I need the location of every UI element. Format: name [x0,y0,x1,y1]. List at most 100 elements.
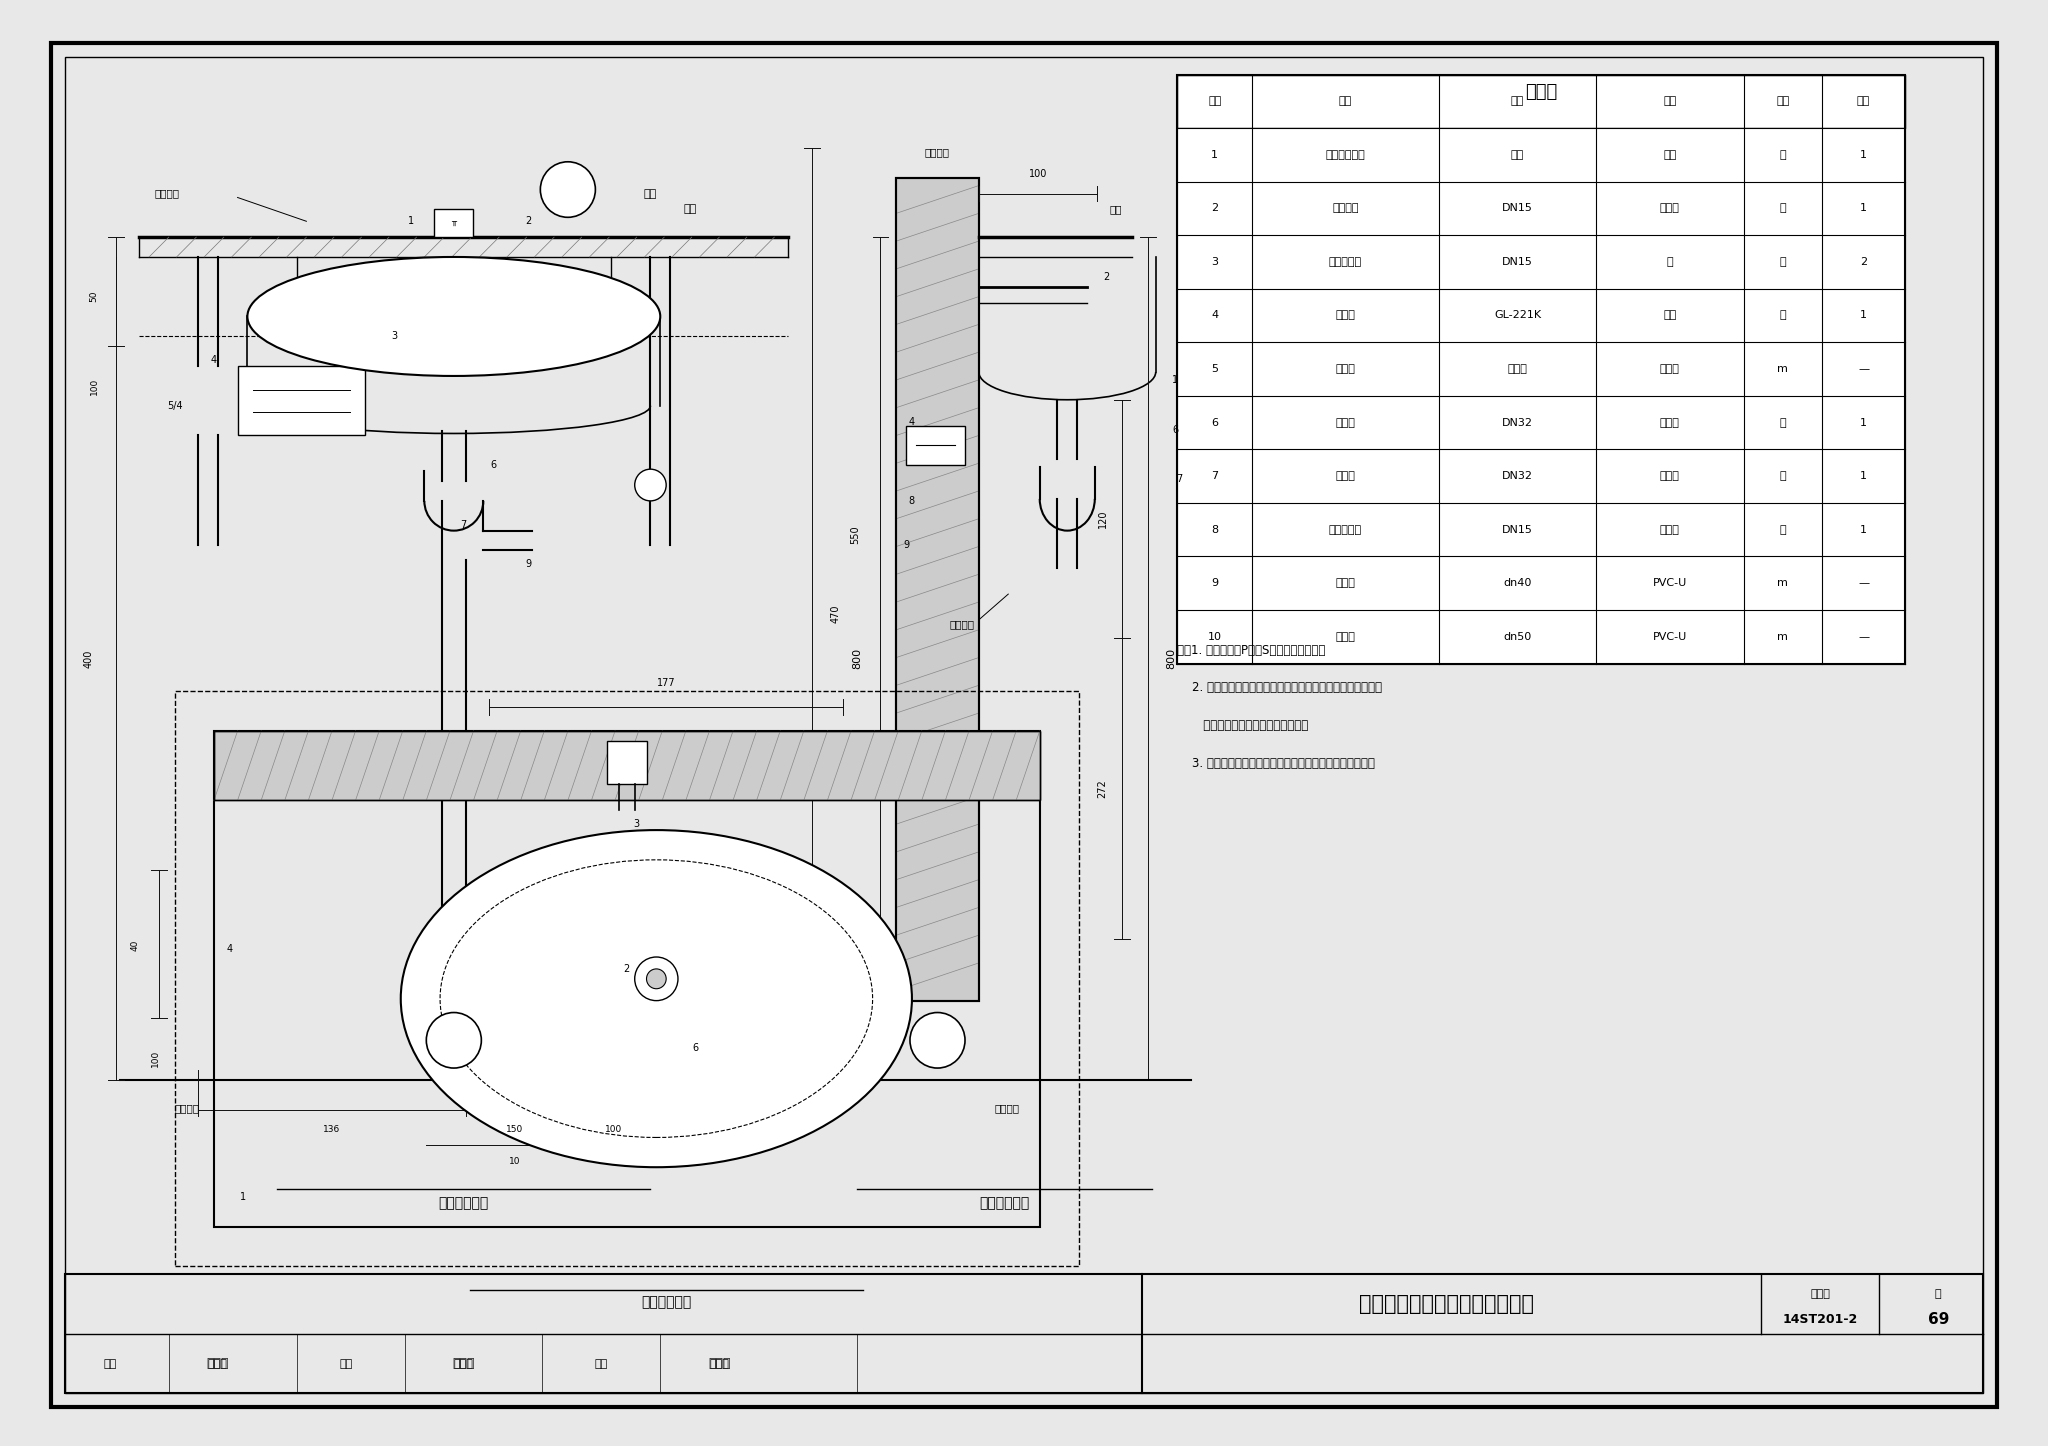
Text: 个: 个 [1780,150,1786,161]
Text: 规格: 规格 [1511,97,1524,107]
Bar [1178,396,1905,450]
Bar [1178,557,1905,610]
Text: 5/4: 5/4 [166,401,182,411]
Circle shape [541,162,596,217]
Text: 名称: 名称 [1339,97,1352,107]
Text: 校对: 校对 [340,1359,352,1368]
Ellipse shape [248,257,659,376]
Bar [213,730,1040,800]
Bar [174,691,1079,1267]
Text: 2: 2 [1860,257,1868,268]
Text: —: — [1858,364,1870,375]
Text: 个: 个 [1780,471,1786,482]
Text: 272: 272 [1098,779,1108,798]
Text: 6: 6 [692,1043,698,1053]
Text: 存水弯: 存水弯 [1335,471,1356,482]
Text: 套: 套 [1780,204,1786,214]
Text: 单位: 单位 [1776,97,1790,107]
Text: PVC-U: PVC-U [1653,578,1688,589]
Text: 台面: 台面 [643,188,657,198]
Text: 70: 70 [563,192,573,202]
Text: 4: 4 [1210,311,1219,321]
Circle shape [647,969,666,989]
Text: m: m [1778,364,1788,375]
Text: —: — [1858,578,1870,589]
Text: 800: 800 [1167,648,1176,669]
Text: 120: 120 [1098,509,1108,528]
Text: m: m [1778,578,1788,589]
Text: 1: 1 [1860,525,1868,535]
Text: 2: 2 [1104,272,1110,282]
Text: 2. 台下式洗脸盆固定方式有支架安装、吊挂安装两种，按所: 2. 台下式洗脸盆固定方式有支架安装、吊挂安装两种，按所 [1178,681,1382,694]
Text: DN15: DN15 [1501,525,1532,535]
Text: 单冷感应水嘴台下式洗脸盆安装: 单冷感应水嘴台下式洗脸盆安装 [1360,1294,1534,1314]
Bar [606,740,647,785]
Bar [213,730,1040,800]
Text: 编号: 编号 [1208,97,1221,107]
Text: 1: 1 [1860,418,1868,428]
Text: 70: 70 [449,1045,459,1054]
Text: DN15: DN15 [1501,257,1532,268]
Text: 9: 9 [903,539,909,549]
Text: 1: 1 [1860,471,1868,482]
Text: 7: 7 [461,519,467,529]
Bar [66,1274,1982,1394]
Text: 150: 150 [506,1125,524,1134]
Text: 个: 个 [1780,257,1786,268]
Text: 800: 800 [852,648,862,669]
Text: 1: 1 [1860,204,1868,214]
Text: 1: 1 [408,217,414,226]
Text: 6: 6 [1210,418,1219,428]
Text: 页: 页 [1935,1290,1942,1299]
Bar [238,366,365,435]
Text: 3: 3 [1210,257,1219,268]
Text: m: m [1778,632,1788,642]
Text: 6: 6 [1171,425,1178,434]
Bar [897,178,979,1001]
Text: 图集号: 图集号 [1810,1290,1831,1299]
Text: 1: 1 [1860,311,1868,321]
Text: 6: 6 [489,460,496,470]
Text: 台面: 台面 [684,204,696,214]
Circle shape [635,469,666,500]
Text: 50: 50 [90,291,98,302]
Ellipse shape [401,830,911,1167]
Text: B: B [451,1030,457,1040]
Text: 3: 3 [633,818,639,829]
Text: ╥: ╥ [451,217,457,226]
Text: 1: 1 [1860,150,1868,161]
Text: 4: 4 [211,356,217,364]
Text: 100: 100 [150,1050,160,1067]
Text: 冷水管: 冷水管 [1335,364,1356,375]
Text: 14ST201-2: 14ST201-2 [1782,1313,1858,1326]
Text: 按设计: 按设计 [1661,364,1679,375]
Text: 40: 40 [131,940,139,951]
Bar [1178,289,1905,343]
Text: 控制器: 控制器 [1335,311,1356,321]
Text: 100: 100 [1028,169,1047,179]
Text: DN15: DN15 [1501,204,1532,214]
Text: —: — [1858,632,1870,642]
Bar [1178,129,1905,182]
Text: 材料: 材料 [1663,97,1677,107]
Bar [1178,75,1905,664]
Text: 感应水嘴: 感应水嘴 [1331,204,1358,214]
Text: 2: 2 [1210,204,1219,214]
Text: 70: 70 [932,1045,942,1054]
Text: 100: 100 [90,377,98,395]
Text: 排水管: 排水管 [1335,632,1356,642]
Text: 9: 9 [1210,578,1219,589]
Text: 洗面器侧视图: 洗面器侧视图 [979,1196,1030,1210]
Bar [1178,610,1905,664]
Text: 9: 9 [526,560,532,570]
Text: 陶瓷: 陶瓷 [1663,150,1677,161]
Text: 2: 2 [526,217,532,226]
Bar [434,210,473,237]
Text: C: C [934,1030,942,1040]
Text: 预留墙槽: 预留墙槽 [950,619,975,629]
Bar [905,425,965,466]
Circle shape [909,1012,965,1069]
Text: 100: 100 [604,1125,623,1134]
Bar [1178,75,1905,129]
Text: 8: 8 [1210,525,1219,535]
